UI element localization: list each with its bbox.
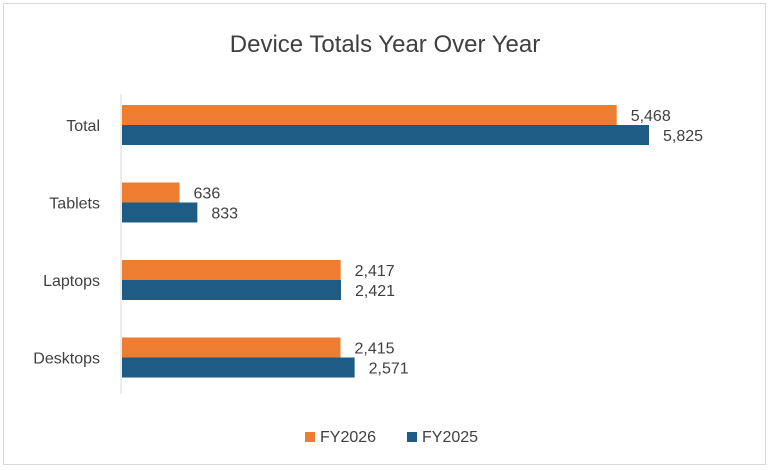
bar-fy2026-laptops bbox=[122, 260, 341, 280]
data-label-fy2026-tablets: 636 bbox=[194, 186, 221, 203]
data-label-fy2025-desktops: 2,571 bbox=[369, 361, 409, 378]
data-label-fy2025-laptops: 2,421 bbox=[355, 283, 395, 300]
data-label-fy2026-total: 5,468 bbox=[631, 108, 671, 125]
data-label-fy2025-total: 5,825 bbox=[663, 128, 703, 145]
bar-fy2025-laptops bbox=[122, 280, 342, 300]
category-label-total: Total bbox=[66, 118, 100, 135]
legend-label-fy2026: FY2026 bbox=[320, 429, 376, 446]
bar-fy2025-total bbox=[122, 125, 649, 145]
legend-swatch-fy2025 bbox=[407, 432, 417, 442]
bar-fy2026-desktops bbox=[122, 337, 341, 358]
bar-fy2025-desktops bbox=[122, 357, 355, 378]
bar-fy2026-total bbox=[122, 105, 617, 125]
chart-frame bbox=[3, 3, 766, 465]
category-label-tablets: Tablets bbox=[49, 196, 100, 213]
legend: FY2026 FY2025 bbox=[305, 429, 478, 446]
legend-label-fy2025: FY2025 bbox=[422, 429, 478, 446]
data-label-fy2026-desktops: 2,415 bbox=[354, 341, 394, 358]
data-label-fy2025-tablets: 833 bbox=[211, 206, 238, 223]
bar-fy2026-tablets bbox=[122, 182, 180, 203]
bars-group: Total 5,468 5,825 Tablets 636 833 Laptops 2,417… bbox=[33, 105, 703, 378]
category-label-laptops: Laptops bbox=[43, 273, 100, 290]
bar-fy2025-tablets bbox=[122, 202, 198, 223]
legend-swatch-fy2026 bbox=[305, 432, 315, 442]
category-label-desktops: Desktops bbox=[33, 351, 100, 368]
data-label-fy2026-laptops: 2,417 bbox=[355, 263, 395, 280]
chart-title: Device Totals Year Over Year bbox=[230, 31, 540, 58]
